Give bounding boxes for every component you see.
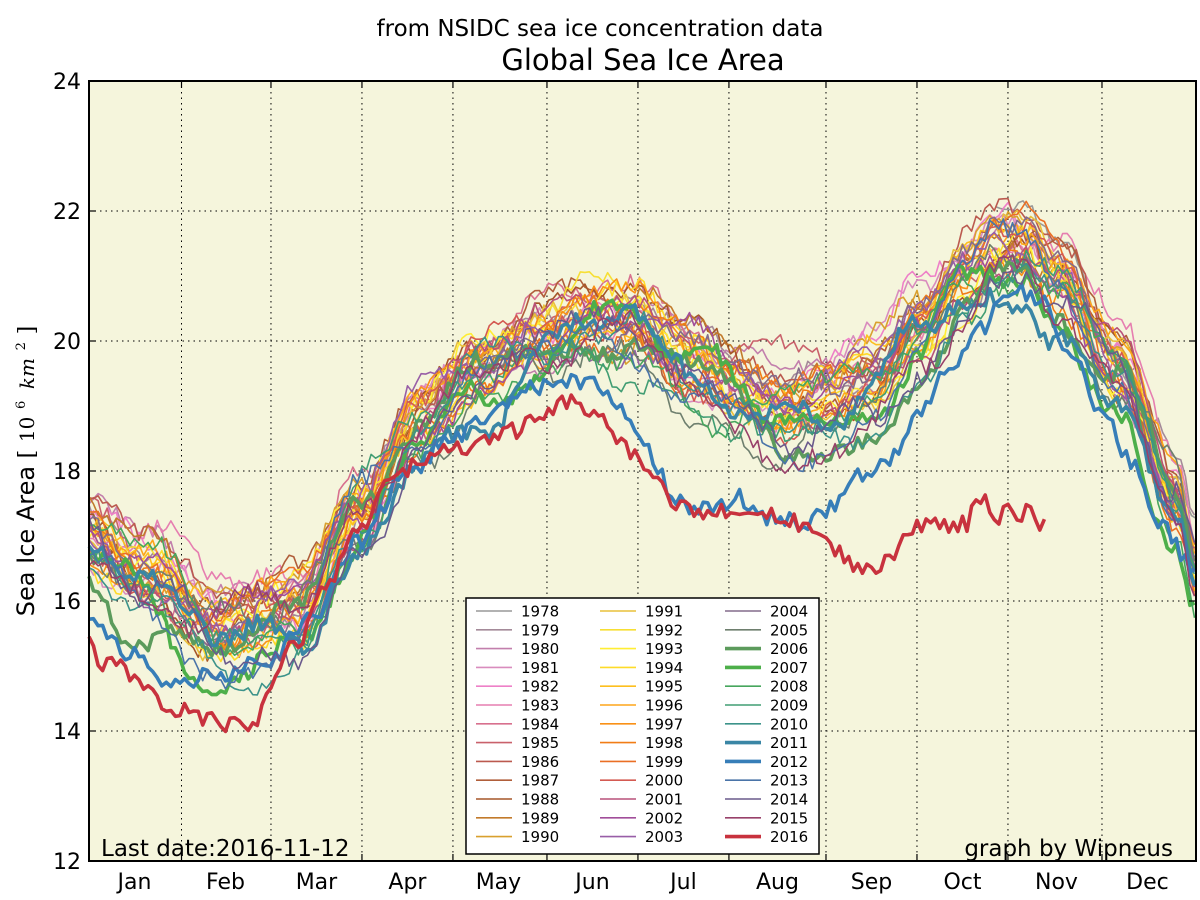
legend-label: 1998 bbox=[645, 734, 683, 752]
y-axis-label-unit-close: ] bbox=[15, 326, 40, 335]
legend-label: 2009 bbox=[770, 697, 808, 715]
series-line-2006 bbox=[87, 260, 1197, 658]
legend-label: 1978 bbox=[521, 603, 559, 621]
legend-label: 2008 bbox=[770, 678, 808, 696]
y-axis-label-unit-exp: 6 bbox=[14, 401, 29, 409]
legend-label: 2000 bbox=[645, 772, 683, 790]
y-axis-ticks: 12 14 16 18 20 22 24 bbox=[53, 70, 1196, 875]
legend-label: 2002 bbox=[645, 809, 683, 827]
series-line-2016 bbox=[87, 393, 1047, 734]
x-month-label: Jan bbox=[116, 870, 152, 895]
legend-box bbox=[465, 597, 820, 855]
legend-label: 1989 bbox=[521, 809, 559, 827]
legend-label: 2015 bbox=[770, 809, 808, 827]
legend-label: 2005 bbox=[770, 621, 808, 639]
x-month-label: Dec bbox=[1126, 870, 1169, 895]
legend-label: 1999 bbox=[645, 753, 683, 771]
legend-label: 1996 bbox=[645, 697, 683, 715]
y-axis-label-unit-var-exp: 2 bbox=[14, 342, 29, 350]
y-axis-label-unit-base: 10 bbox=[15, 417, 39, 442]
legend-label: 1990 bbox=[521, 828, 559, 846]
legend-label: 1979 bbox=[521, 621, 559, 639]
x-month-label: Jun bbox=[573, 870, 609, 895]
legend-label: 1991 bbox=[645, 603, 683, 621]
y-axis-label-unit-var: km bbox=[15, 358, 39, 389]
legend: 1978197919801981198219831984198519861987… bbox=[465, 597, 820, 855]
y-tick-label: 12 bbox=[53, 850, 81, 875]
x-month-label: Aug bbox=[756, 870, 799, 895]
legend-label: 2011 bbox=[770, 734, 808, 752]
x-month-label: Oct bbox=[943, 870, 981, 895]
last-date-annotation: Last date:2016-11-12 bbox=[101, 836, 350, 862]
legend-label: 2012 bbox=[770, 753, 808, 771]
legend-label: 1992 bbox=[645, 621, 683, 639]
legend-label: 1981 bbox=[521, 659, 559, 677]
series-line-1987 bbox=[88, 222, 1196, 612]
series-line-2014 bbox=[88, 270, 1196, 671]
legend-label: 1985 bbox=[521, 734, 559, 752]
series-line-2000 bbox=[88, 221, 1196, 638]
x-month-label: Feb bbox=[206, 870, 245, 895]
y-axis-label-unit-open: [ bbox=[15, 450, 40, 459]
legend-label: 1993 bbox=[645, 640, 683, 658]
legend-label: 1986 bbox=[521, 753, 559, 771]
legend-label: 1980 bbox=[521, 640, 559, 658]
x-month-label: Mar bbox=[296, 870, 338, 895]
x-month-label: May bbox=[476, 870, 521, 895]
legend-label: 2014 bbox=[770, 791, 808, 809]
x-month-label: Nov bbox=[1035, 870, 1078, 895]
y-tick-label: 24 bbox=[53, 70, 81, 95]
legend-label: 1982 bbox=[521, 678, 559, 696]
series-line-1999 bbox=[88, 200, 1196, 622]
legend-label: 1997 bbox=[645, 715, 683, 733]
legend-label: 2016 bbox=[770, 828, 808, 846]
x-axis-ticks: Jan Feb Mar Apr May Jun Jul Aug Sep Oct Nov Dec bbox=[116, 81, 1169, 895]
y-tick-label: 22 bbox=[53, 200, 81, 225]
x-month-label: Sep bbox=[851, 870, 892, 895]
y-tick-label: 14 bbox=[53, 720, 81, 745]
legend-label: 2006 bbox=[770, 640, 808, 658]
series-line-2012 bbox=[88, 282, 1196, 689]
y-tick-label: 18 bbox=[53, 460, 81, 485]
legend-label: 1994 bbox=[645, 659, 683, 677]
series-line-2013 bbox=[88, 218, 1196, 690]
legend-label: 1983 bbox=[521, 697, 559, 715]
legend-label: 2007 bbox=[770, 659, 808, 677]
series-line-2009 bbox=[88, 249, 1196, 656]
legend-label: 2013 bbox=[770, 772, 808, 790]
y-tick-label: 16 bbox=[53, 590, 81, 615]
legend-label: 1987 bbox=[521, 772, 559, 790]
legend-label: 1995 bbox=[645, 678, 683, 696]
chart-title: Global Sea Ice Area bbox=[501, 43, 784, 77]
series-line-2015 bbox=[88, 254, 1196, 639]
legend-label: 2001 bbox=[645, 791, 683, 809]
legend-label: 2010 bbox=[770, 715, 808, 733]
legend-label: 1988 bbox=[521, 791, 559, 809]
series-line-2011 bbox=[87, 286, 1197, 656]
series-layer bbox=[87, 197, 1197, 734]
y-axis-label-text: Sea Ice Area bbox=[12, 466, 40, 616]
x-month-label: Apr bbox=[388, 870, 427, 895]
legend-label: 2003 bbox=[645, 828, 683, 846]
legend-label: 2004 bbox=[770, 603, 808, 621]
x-month-label: Jul bbox=[668, 870, 697, 895]
credit-annotation: graph by Wipneus bbox=[964, 836, 1173, 862]
y-axis-label: Sea Ice Area [ 10 6 km 2 ] bbox=[3, 326, 40, 616]
legend-label: 1984 bbox=[521, 715, 559, 733]
chart-subtitle: from NSIDC sea ice concentration data bbox=[377, 16, 824, 42]
y-tick-label: 20 bbox=[53, 330, 81, 355]
